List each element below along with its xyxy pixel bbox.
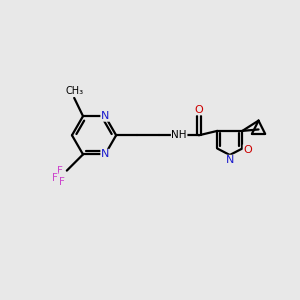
- Text: CH₃: CH₃: [65, 86, 83, 96]
- Text: N: N: [226, 155, 234, 165]
- Text: N: N: [101, 111, 109, 121]
- Text: F: F: [52, 173, 58, 183]
- Text: O: O: [243, 145, 252, 155]
- Text: NH: NH: [171, 130, 187, 140]
- Text: N: N: [101, 149, 109, 159]
- Text: F: F: [59, 177, 65, 188]
- Text: F: F: [57, 166, 63, 176]
- Text: O: O: [194, 105, 203, 115]
